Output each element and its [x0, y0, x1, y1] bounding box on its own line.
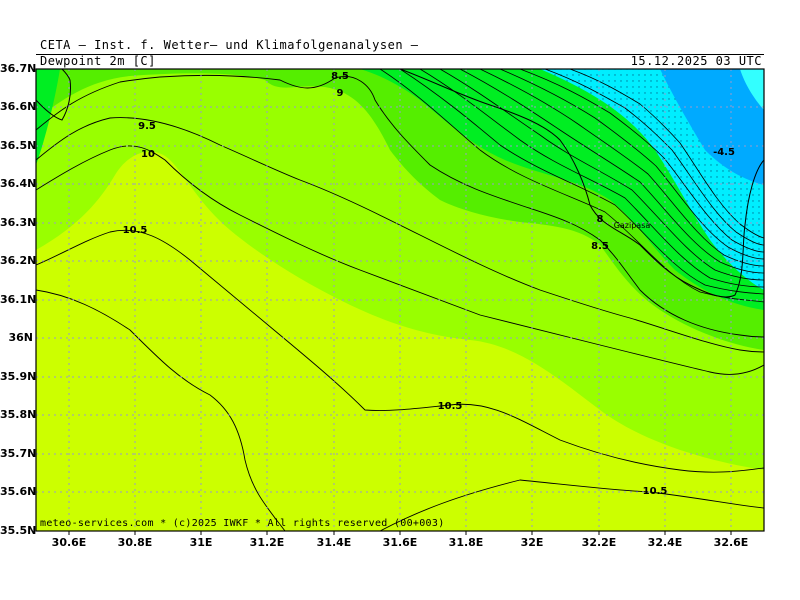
contour-line [479, 69, 764, 267]
lat-label: 36N [8, 331, 33, 344]
contour-line [36, 229, 764, 473]
contour-line [519, 69, 764, 253]
axis-ticks [68, 531, 732, 535]
lon-label: 31.2E [249, 536, 285, 549]
lon-label: 31E [189, 536, 213, 549]
field-bright-green [36, 69, 60, 165]
contour-label: 9 [337, 88, 344, 99]
contour-label: 8.5 [331, 71, 349, 82]
contour-line [36, 289, 286, 531]
lon-label: 32.4E [647, 536, 683, 549]
place-label: Gazipasa [614, 221, 651, 230]
field-blue [660, 69, 764, 185]
lon-label: 30.6E [51, 536, 87, 549]
coastline-west [36, 69, 71, 121]
lat-label: 35.7N [0, 447, 37, 460]
contour-label: 8.5 [591, 241, 609, 252]
lat-label: 36.4N [0, 177, 37, 190]
contour-line [499, 69, 764, 260]
lat-label: 36.3N [0, 216, 37, 229]
coastline [399, 69, 764, 298]
parameter-label: Dewpoint 2m [C] [40, 54, 156, 68]
contour-line [36, 117, 764, 353]
lon-label: 32.2E [581, 536, 617, 549]
chart-title: CETA — Inst. f. Wetter— und Klimafolgena… [40, 38, 419, 52]
lat-label: 35.5N [0, 524, 37, 537]
contour-line [439, 69, 764, 281]
lon-label: 31.8E [448, 536, 484, 549]
grid [36, 69, 764, 531]
lon-label: 32E [520, 536, 544, 549]
lat-label: 35.8N [0, 408, 37, 421]
contour-line [379, 479, 764, 531]
lat-label: 36.5N [0, 139, 37, 152]
contour-line [36, 74, 764, 338]
labeled-contours [36, 74, 764, 531]
contour-label: -4.5 [713, 147, 735, 158]
contour-line [569, 69, 764, 239]
lat-label: 36.6N [0, 100, 37, 113]
contour-line [399, 69, 764, 295]
lat-label: 36.1N [0, 293, 37, 306]
contour-line [36, 145, 764, 375]
contour-label: 9.5 [138, 121, 156, 132]
lon-label: 30.8E [117, 536, 153, 549]
contour-label: 10.5 [438, 401, 463, 412]
lon-label: 32.6E [713, 536, 749, 549]
lat-label: 35.6N [0, 485, 37, 498]
valid-datetime: 15.12.2025 03 UTC [630, 54, 762, 68]
contour-label: 10.5 [643, 486, 668, 497]
contour-label: 10 [141, 149, 155, 160]
lat-label: 35.9N [0, 370, 37, 383]
lon-label: 31.6E [382, 536, 418, 549]
copyright-footer: meteo-services.com * (c)2025 IWKF * All … [40, 518, 445, 529]
contour-line [459, 69, 764, 274]
contour-label: 8 [597, 214, 604, 225]
header-rule [36, 54, 764, 69]
lat-label: 36.2N [0, 254, 37, 267]
contour-label: 10.5 [123, 225, 148, 236]
lon-label: 31.4E [316, 536, 352, 549]
contour-line [419, 69, 764, 288]
contour-line [379, 69, 764, 303]
lat-label: 36.7N [0, 62, 37, 75]
